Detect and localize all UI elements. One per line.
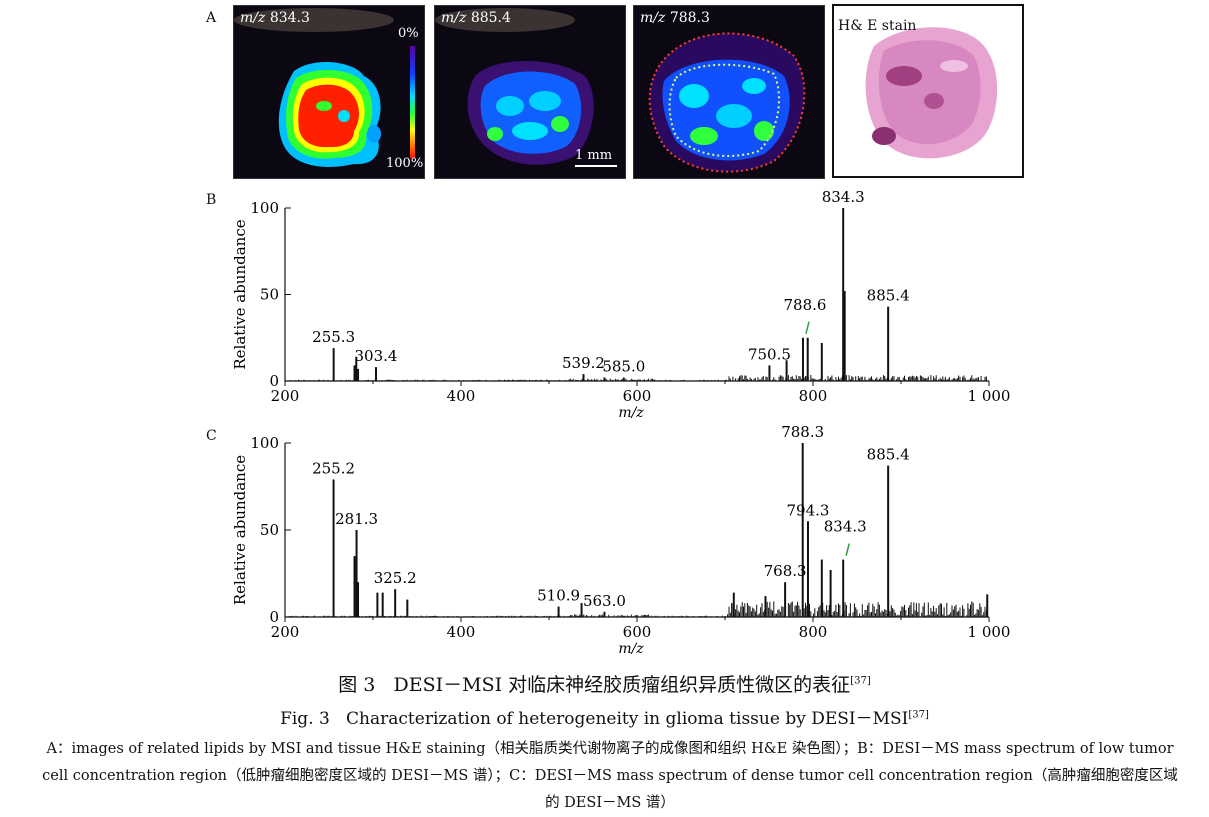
x-axis-label: m/z	[618, 405, 644, 421]
colorbar-top-label: 0%	[398, 26, 419, 41]
he-tissue	[865, 27, 998, 159]
spectrum-c: 200 400 600 800 1 000 0 50 100 Relative abundanc…	[225, 423, 1025, 664]
y-axis-label: Relative abundance	[231, 455, 249, 605]
peak-label: 885.4	[867, 446, 910, 464]
x-tick-label: 400	[447, 387, 476, 405]
caption-cn: 图 3 DESI－MSI 对临床神经胶质瘤组织异质性微区的表征[37]	[338, 674, 871, 696]
msi-image-788: m/z 788.3	[633, 5, 825, 179]
x-tick-label: 200	[271, 387, 300, 405]
peak-label: 834.3	[824, 518, 867, 536]
colorbar-bottom-label: 100%	[386, 156, 424, 171]
he-title: H& E stain	[838, 18, 917, 34]
peak-label: 255.3	[312, 328, 355, 346]
caption-en: Fig. 3 Characterization of heterogeneity…	[280, 709, 929, 729]
spectrum-b: 200 400 600 800 1 000 0 50 100 Relative abundanc…	[225, 188, 1025, 426]
peak-label: 788.6	[783, 296, 826, 314]
peak-label: 768.3	[764, 562, 807, 580]
y-tick-label: 0	[269, 372, 279, 390]
caption-note: A：images of related lipids by MSI and ti…	[42, 741, 1178, 811]
x-tick-label: 800	[799, 387, 828, 405]
annotation-leader	[805, 321, 810, 334]
scale-bar-label: 1 mm	[575, 148, 613, 163]
x-tick-label: 200	[271, 623, 300, 641]
x-tick-label: 800	[799, 623, 828, 641]
panel-a-letter: A	[206, 10, 217, 26]
x-tick-label: 400	[447, 623, 476, 641]
peak-label: 834.3	[822, 190, 865, 206]
baseline-noise	[288, 601, 987, 617]
x-tick-label: 600	[623, 623, 652, 641]
msi-title-2: m/z 885.4	[441, 10, 511, 26]
peak-label: 563.0	[583, 592, 626, 610]
panel-b-letter: B	[206, 192, 217, 208]
y-axis-label: Relative abundance	[231, 219, 249, 369]
msi-heatmap-3	[648, 32, 806, 173]
panel-c-letter: C	[206, 428, 217, 444]
x-tick-label: 600	[623, 387, 652, 405]
peak-label: 794.3	[787, 501, 830, 519]
msi-image-834: m/z 834.3 0% 100%	[233, 5, 425, 179]
peak-label: 255.2	[312, 460, 355, 478]
y-tick-label: 100	[250, 199, 279, 217]
msi-heatmap-1	[234, 8, 415, 167]
x-tick-label: 1 000	[968, 623, 1011, 641]
baseline-noise	[288, 375, 987, 381]
msi-title-1: m/z 834.3	[240, 10, 310, 26]
y-tick-label: 0	[269, 608, 279, 626]
peak-label: 750.5	[748, 345, 791, 363]
annotation-leader	[845, 543, 850, 556]
x-axis-label: m/z	[618, 641, 644, 657]
msi-title-3: m/z 788.3	[640, 10, 710, 26]
peak-label: 510.9	[537, 587, 580, 605]
x-tick-label: 1 000	[968, 387, 1011, 405]
peak-label: 303.4	[355, 347, 398, 365]
peak-label: 788.3	[781, 425, 824, 441]
peak-label: 281.3	[335, 510, 378, 528]
y-tick-label: 50	[260, 521, 279, 539]
peak-label: 539.2	[562, 354, 605, 372]
he-stain-image: H& E stain	[832, 4, 1024, 178]
msi-image-885: m/z 885.4 1 mm	[434, 5, 626, 179]
y-tick-label: 100	[250, 434, 279, 452]
peak-label: 585.0	[602, 358, 645, 376]
y-tick-label: 50	[260, 286, 279, 304]
msi-heatmap-2	[435, 8, 617, 167]
peak-label: 325.2	[374, 569, 417, 587]
peak-label: 885.4	[867, 287, 910, 305]
